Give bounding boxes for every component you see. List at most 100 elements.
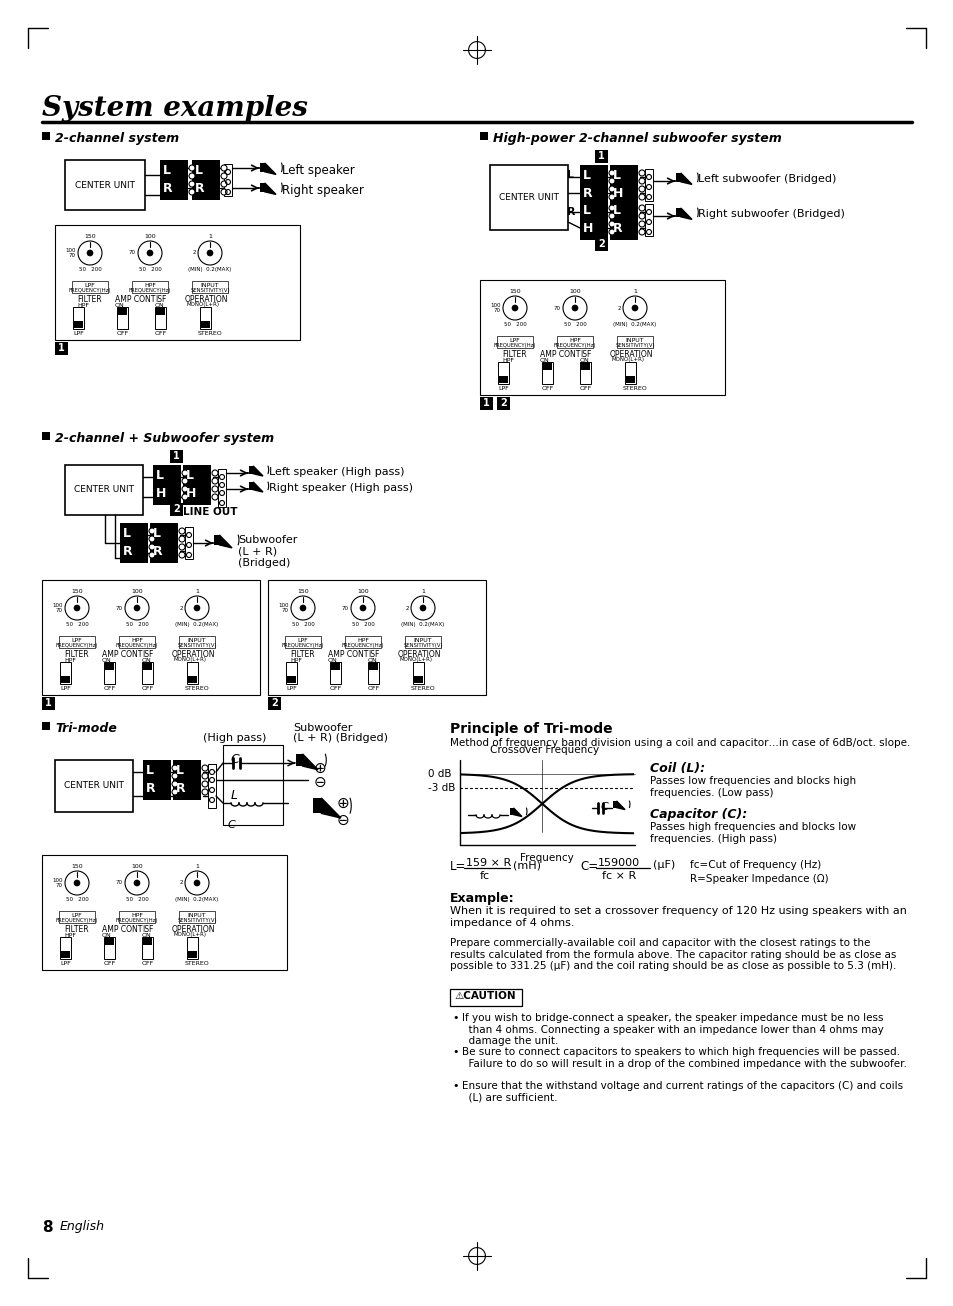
Text: 50   200: 50 200 xyxy=(78,266,101,272)
Text: 50   200: 50 200 xyxy=(503,323,526,326)
Circle shape xyxy=(639,195,644,200)
Text: L: L xyxy=(175,764,184,777)
Text: 150: 150 xyxy=(84,234,95,239)
Circle shape xyxy=(608,221,615,227)
Bar xyxy=(541,362,553,384)
Text: LPF: LPF xyxy=(497,387,508,390)
Text: HPF: HPF xyxy=(64,658,76,663)
Bar xyxy=(497,336,533,347)
Circle shape xyxy=(608,213,615,219)
Text: SENSITIVITY(V): SENSITIVITY(V) xyxy=(190,289,230,293)
Circle shape xyxy=(212,470,218,475)
Text: (μF): (μF) xyxy=(652,859,675,870)
Text: R: R xyxy=(194,182,204,195)
Bar xyxy=(142,662,152,684)
Text: C: C xyxy=(230,754,238,767)
Text: HPF: HPF xyxy=(356,639,369,643)
Circle shape xyxy=(608,178,615,184)
Text: Be sure to connect capacitors to speakers to which high frequencies will be pass: Be sure to connect capacitors to speaker… xyxy=(461,1047,906,1068)
Bar xyxy=(105,663,113,670)
Polygon shape xyxy=(253,482,263,492)
Text: AMP CONT: AMP CONT xyxy=(539,350,579,359)
Bar xyxy=(580,363,589,370)
Text: Subwoofer
(L + R)
(Bridged): Subwoofer (L + R) (Bridged) xyxy=(237,535,297,568)
Text: Prepare commercially-available coil and capacitor with the closest ratings to th: Prepare commercially-available coil and … xyxy=(450,938,896,972)
Text: R: R xyxy=(582,187,592,200)
Bar xyxy=(42,697,55,710)
Text: (MIN)  0.2(MAX): (MIN) 0.2(MAX) xyxy=(188,266,232,272)
Circle shape xyxy=(512,306,517,311)
Text: ON: ON xyxy=(368,658,377,663)
Bar xyxy=(59,636,95,648)
Text: OPERATION: OPERATION xyxy=(397,650,441,660)
Bar xyxy=(479,397,493,410)
Text: fc: fc xyxy=(479,871,490,882)
Bar xyxy=(249,482,253,490)
Text: L: L xyxy=(582,204,590,217)
Text: Left subwoofer (Bridged): Left subwoofer (Bridged) xyxy=(698,174,836,184)
Text: OFF: OFF xyxy=(104,686,116,691)
Bar xyxy=(450,989,521,1006)
Bar xyxy=(187,662,198,684)
Text: ISF: ISF xyxy=(154,295,166,304)
Bar xyxy=(170,451,183,464)
Circle shape xyxy=(202,773,208,778)
Text: 2: 2 xyxy=(617,306,620,311)
Text: ON: ON xyxy=(142,932,152,938)
Bar xyxy=(154,307,166,329)
Circle shape xyxy=(179,535,185,542)
Circle shape xyxy=(212,494,218,500)
Bar xyxy=(61,951,70,959)
Text: ON: ON xyxy=(539,358,549,363)
Text: L: L xyxy=(146,764,153,777)
Text: 70: 70 xyxy=(116,606,123,610)
Text: 50   200: 50 200 xyxy=(66,622,89,627)
Bar xyxy=(644,204,652,236)
Circle shape xyxy=(608,229,615,235)
Bar xyxy=(497,397,510,410)
Text: R: R xyxy=(123,545,132,558)
Text: MONO(L+R): MONO(L+R) xyxy=(173,932,207,936)
Circle shape xyxy=(179,552,185,558)
Text: Passes low frequencies and blocks high
frequencies. (Low pass): Passes low frequencies and blocks high f… xyxy=(649,776,855,798)
Text: 2: 2 xyxy=(499,398,506,407)
Circle shape xyxy=(172,789,178,795)
Bar xyxy=(150,522,178,563)
Text: Frequency: Frequency xyxy=(519,853,574,863)
Text: INPUT: INPUT xyxy=(200,283,219,289)
Text: 150: 150 xyxy=(71,589,83,594)
Text: MONO(L+R): MONO(L+R) xyxy=(399,657,433,662)
Text: R: R xyxy=(146,782,155,795)
Text: R: R xyxy=(613,222,622,235)
Bar xyxy=(187,936,198,959)
Text: HPF: HPF xyxy=(144,283,156,289)
Circle shape xyxy=(221,172,227,179)
Polygon shape xyxy=(321,798,340,818)
Circle shape xyxy=(189,182,194,187)
Bar xyxy=(313,798,321,814)
Circle shape xyxy=(149,528,154,534)
Text: ISF: ISF xyxy=(142,925,153,934)
Text: R: R xyxy=(152,545,162,558)
Text: 50   200: 50 200 xyxy=(138,266,161,272)
Text: OPERATION: OPERATION xyxy=(185,295,229,304)
Text: CENTER UNIT: CENTER UNIT xyxy=(498,193,558,202)
Text: 70: 70 xyxy=(116,880,123,885)
Bar xyxy=(331,663,339,670)
Text: FREQUENCY(Hz): FREQUENCY(Hz) xyxy=(55,643,98,648)
Text: MONO(L+R): MONO(L+R) xyxy=(173,657,207,662)
Text: OFF: OFF xyxy=(330,686,342,691)
Text: Crossover Frequency: Crossover Frequency xyxy=(490,744,598,755)
Circle shape xyxy=(149,545,154,550)
Text: 70: 70 xyxy=(129,251,136,256)
Bar xyxy=(60,662,71,684)
Bar xyxy=(74,321,83,328)
Text: Tri-mode: Tri-mode xyxy=(55,722,117,735)
Text: L: L xyxy=(152,528,161,539)
Text: 1: 1 xyxy=(598,151,604,161)
Circle shape xyxy=(639,170,644,176)
Text: 1: 1 xyxy=(208,234,212,239)
Circle shape xyxy=(172,773,178,778)
Bar xyxy=(152,465,181,505)
Bar xyxy=(223,744,283,825)
